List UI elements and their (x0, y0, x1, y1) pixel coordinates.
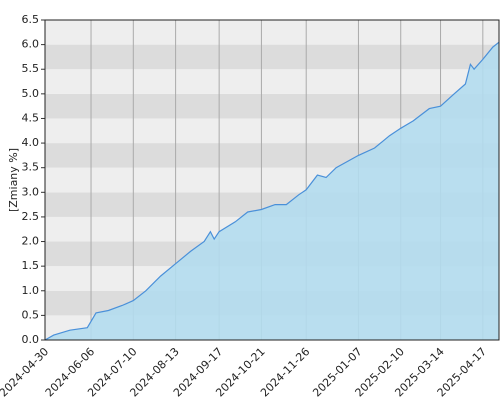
y-tick-label: 1.5 (22, 259, 40, 272)
y-tick-label: 1.0 (22, 284, 40, 297)
y-tick-label: 3.0 (22, 185, 40, 198)
y-tick-label: 2.5 (22, 210, 40, 223)
y-tick-label: 5.0 (22, 87, 40, 100)
y-tick-label: 3.5 (22, 161, 40, 174)
grid-band (45, 20, 499, 45)
y-tick-label: 4.0 (22, 136, 40, 149)
y-tick-label: 5.5 (22, 62, 40, 75)
line (44, 41, 500, 341)
area (45, 42, 499, 340)
y-tick-label: 0.5 (22, 308, 40, 321)
y-tick-label: 6.5 (22, 13, 40, 26)
grid-band (45, 69, 499, 94)
y-tick-label: 2.0 (22, 235, 40, 248)
y-axis-label: [Zmiany %] (7, 148, 20, 212)
y-tick-label: 6.0 (22, 38, 40, 51)
plot-border (44, 19, 500, 341)
y-tick-label: 0.0 (22, 333, 40, 346)
y-tick-label: 4.5 (22, 111, 40, 124)
grid-band (45, 44, 499, 70)
